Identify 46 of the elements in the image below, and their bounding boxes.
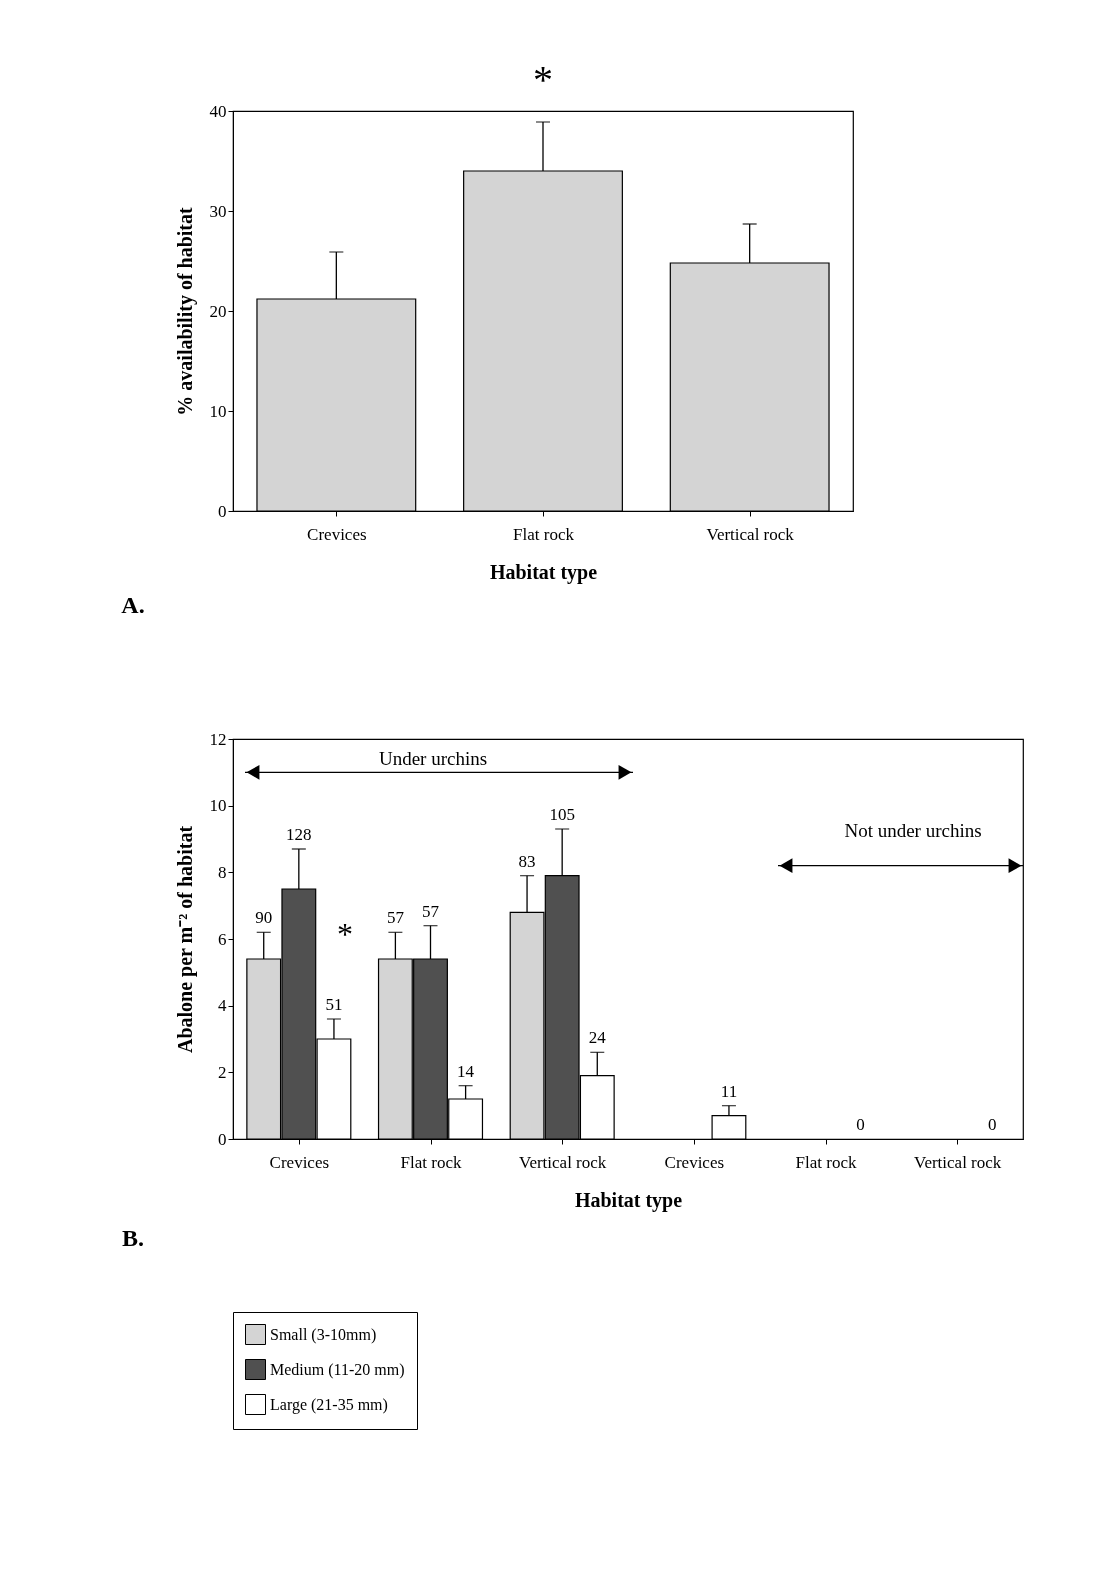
y-tick-label: 30 xyxy=(209,201,227,221)
annotation: Under urchins xyxy=(378,748,488,769)
y-tick-label: 0 xyxy=(218,501,227,521)
x-axis-title: Habitat type xyxy=(489,560,598,584)
annotation: 90 xyxy=(255,908,273,928)
annotation: 105 xyxy=(549,805,575,824)
y-tick-label: 4 xyxy=(218,996,227,1016)
y-tick-label: 10 xyxy=(209,796,227,816)
y-tick-label: 12 xyxy=(209,729,227,749)
annotation: 51 xyxy=(325,995,343,1014)
x-tick-label: Crevices xyxy=(664,1152,725,1172)
legend-label: Small (3-10mm) xyxy=(270,1325,377,1344)
legend-label: Large (21-35 mm) xyxy=(270,1395,388,1414)
y-tick-label: 8 xyxy=(218,862,227,882)
annotation: 0 xyxy=(988,1115,997,1134)
x-tick-label: Vertical rock xyxy=(914,1152,1002,1172)
x-tick-label: Crevices xyxy=(307,524,367,544)
annotation: 24 xyxy=(588,1028,607,1048)
text: B. xyxy=(121,1225,145,1251)
y-axis-title: Abalone per m⁻² of habitat xyxy=(173,825,197,1054)
annotation: 11 xyxy=(720,1081,738,1101)
y-tick-label: 20 xyxy=(209,301,227,321)
annotation: 14 xyxy=(457,1061,475,1081)
text: A. xyxy=(121,592,145,618)
x-tick-label: Flat rock xyxy=(400,1152,462,1172)
y-axis-title: % availability of habitat xyxy=(173,206,197,416)
y-tick-label: 10 xyxy=(209,401,227,421)
x-tick-label: Vertical rock xyxy=(706,524,795,544)
y-tick-label: 6 xyxy=(218,929,227,949)
x-tick-label: Crevices xyxy=(269,1152,330,1172)
x-tick-label: Flat rock xyxy=(795,1152,857,1172)
text: * xyxy=(533,57,553,102)
y-tick-label: 0 xyxy=(218,1129,227,1149)
annotation: * xyxy=(337,916,353,952)
annotation: Not under urchins xyxy=(844,820,982,841)
annotation: 57 xyxy=(422,901,440,921)
x-tick-label: Flat rock xyxy=(513,524,575,544)
y-tick-label: 40 xyxy=(209,101,227,121)
annotation: 57 xyxy=(386,908,405,928)
x-tick-label: Vertical rock xyxy=(519,1152,607,1172)
x-axis-title: Habitat type xyxy=(574,1188,683,1212)
annotation: 83 xyxy=(518,851,536,871)
legend-label: Medium (11-20 mm) xyxy=(270,1360,405,1379)
annotation: 0 xyxy=(856,1115,865,1134)
annotation: 128 xyxy=(286,825,312,844)
y-tick-label: 2 xyxy=(218,1062,227,1082)
